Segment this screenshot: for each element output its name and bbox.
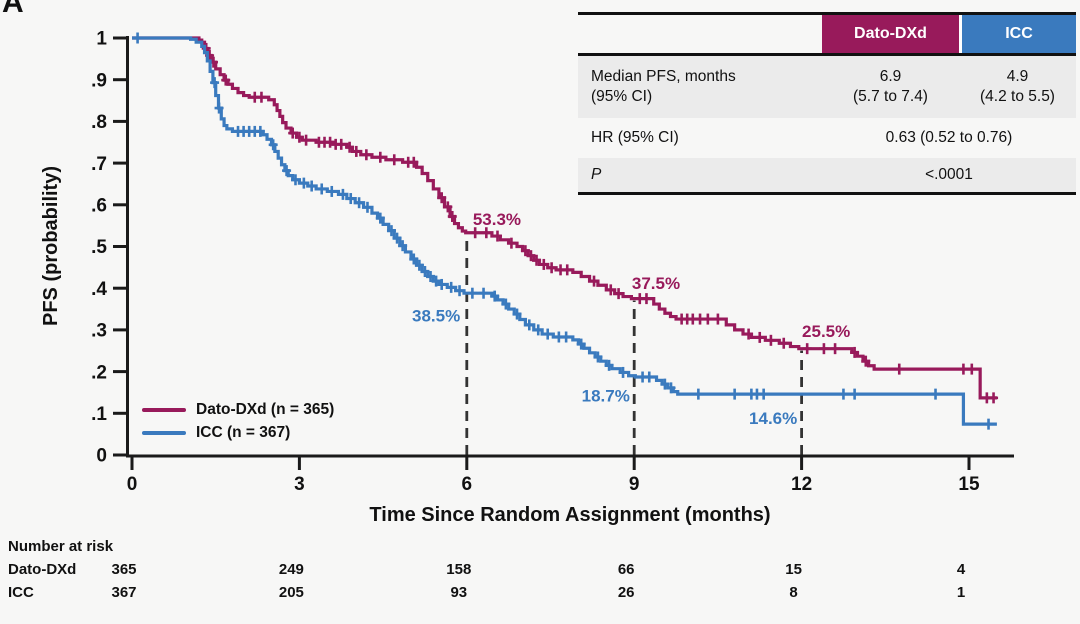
landmark-percentage-label: 37.5% (632, 274, 680, 293)
y-tick-label: .6 (91, 195, 107, 216)
landmark-percentage-label: 38.5% (412, 306, 460, 325)
median-pfs-row: Median PFS, months (95% CI) 6.9 (5.7 to … (578, 56, 1076, 118)
number-at-risk-value: 158 (446, 561, 471, 578)
stats-table-header-blank (578, 15, 822, 53)
p-value-row: P <.0001 (578, 158, 1076, 192)
legend-label-icc: ICC (n = 367) (196, 423, 291, 441)
landmark-percentage-label: 18.7% (582, 387, 630, 406)
number-at-risk-value: 66 (618, 561, 635, 578)
y-tick-label: 1 (96, 29, 107, 50)
x-tick-label: 9 (629, 474, 640, 495)
x-tick-label: 15 (958, 474, 980, 495)
hazard-ratio-row: HR (95% CI) 0.63 (0.52 to 0.76) (578, 118, 1076, 158)
landmark-percentage-label: 25.5% (802, 322, 850, 341)
y-tick-label: .5 (91, 237, 107, 258)
median-pfs-dato-dxd-value: 6.9 (5.7 to 7.4) (822, 56, 959, 118)
number-at-risk-row-label: Dato-DXd (8, 561, 76, 578)
y-tick-label: .8 (91, 112, 107, 133)
median-pfs-dato-value-line1: 6.9 (879, 68, 902, 86)
legend-item-icc: ICC (n = 367) (142, 421, 334, 444)
chart-legend: Dato-DXd (n = 365) ICC (n = 367) (142, 398, 334, 444)
number-at-risk-value: 367 (111, 584, 136, 601)
median-pfs-icc-value-line1: 4.9 (1006, 68, 1029, 86)
median-pfs-label-line2: (95% CI) (591, 88, 653, 105)
median-pfs-icc-ci: (4.2 to 5.5) (980, 88, 1055, 105)
median-pfs-label: Median PFS, months (95% CI) (578, 56, 822, 118)
y-tick-label: .1 (91, 404, 107, 425)
number-at-risk-value: 365 (111, 561, 136, 578)
y-tick-label: 0 (96, 446, 107, 467)
x-tick-label: 6 (462, 474, 473, 495)
number-at-risk-value: 26 (618, 584, 635, 601)
landmark-percentage-label: 14.6% (749, 409, 797, 428)
icc-line-swatch (142, 430, 186, 435)
number-at-risk-value: 4 (957, 561, 966, 578)
number-at-risk-value: 205 (279, 584, 304, 601)
panel-label: A (2, 0, 24, 19)
y-tick-label: .3 (91, 321, 107, 342)
stats-table-header-dato-dxd: Dato-DXd (822, 15, 959, 53)
dato-dxd-line-swatch (142, 407, 186, 412)
number-at-risk-value: 93 (450, 584, 467, 601)
number-at-risk-value: 249 (279, 561, 304, 578)
y-tick-label: .7 (91, 154, 107, 175)
x-tick-label: 3 (294, 474, 305, 495)
median-pfs-label-line1: Median PFS, months (591, 68, 736, 86)
number-at-risk-row-label: ICC (8, 584, 34, 601)
stats-table-header-row: Dato-DXd ICC (578, 15, 1076, 53)
legend-item-dato-dxd: Dato-DXd (n = 365) (142, 398, 334, 421)
hazard-ratio-value: 0.63 (0.52 to 0.76) (885, 129, 1013, 146)
stats-table: Dato-DXd ICC Median PFS, months (95% CI)… (578, 12, 1076, 195)
y-tick-label: .9 (91, 70, 107, 91)
stats-table-header-divider (578, 53, 1076, 56)
p-value: <.0001 (925, 166, 973, 183)
number-at-risk-title: Number at risk (8, 538, 114, 555)
x-axis-title: Time Since Random Assignment (months) (369, 504, 770, 526)
y-tick-label: .4 (91, 279, 107, 300)
y-tick-label: .2 (91, 362, 107, 383)
landmark-percentage-label: 53.3% (473, 210, 521, 229)
x-tick-label: 12 (791, 474, 812, 495)
number-at-risk-value: 1 (957, 584, 965, 601)
median-pfs-icc-value: 4.9 (4.2 to 5.5) (959, 56, 1076, 118)
number-at-risk-value: 8 (789, 584, 797, 601)
stats-table-header-icc: ICC (959, 15, 1076, 53)
number-at-risk-value: 15 (785, 561, 802, 578)
legend-label-dato-dxd: Dato-DXd (n = 365) (196, 400, 335, 418)
median-pfs-dato-ci: (5.7 to 7.4) (853, 88, 928, 105)
hazard-ratio-label: HR (95% CI) (591, 129, 679, 146)
p-value-label: P (591, 166, 602, 183)
y-axis-title: PFS (probability) (40, 166, 62, 326)
x-tick-label: 0 (127, 474, 138, 495)
